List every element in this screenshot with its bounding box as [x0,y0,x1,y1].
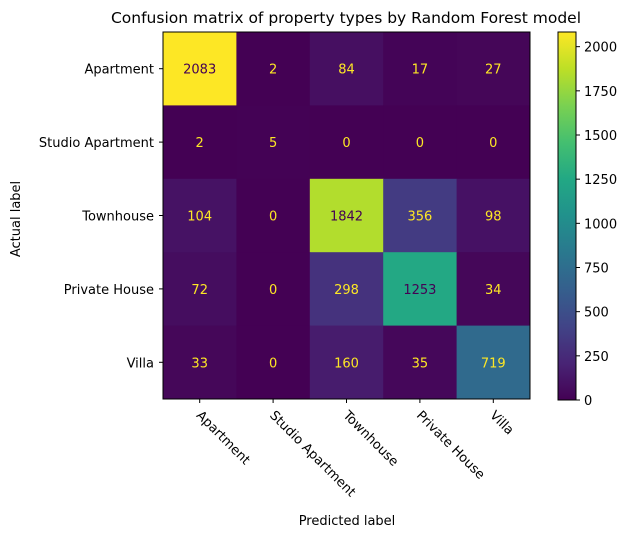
heatmap-cell [383,32,458,106]
cell-value-label: 72 [191,283,208,298]
cell-value-label: 298 [334,283,359,298]
cell-value-label: 98 [485,210,502,225]
heatmap-cell [383,105,458,180]
colorbar-tick-label: 500 [584,306,609,321]
cell-value-label: 0 [489,136,497,151]
y-tick-label: Studio Apartment [39,136,154,151]
heatmap-cell [383,325,458,400]
x-tick-label: Apartment [193,408,253,468]
cell-value-label: 0 [342,136,350,151]
heatmap-cell [309,252,384,327]
y-tick-label: Villa [127,356,154,371]
colorbar [558,32,576,400]
cell-value-label: 27 [485,63,502,78]
cell-value-label: 1842 [330,210,363,225]
heatmap-cell [236,178,311,253]
y-tick-label: Apartment [84,63,154,78]
y-tick-label: Townhouse [81,210,154,225]
colorbar-tick-label: 250 [584,350,609,365]
cell-value-label: 160 [334,356,359,371]
heatmap-cell [383,252,458,327]
heatmap-cell [163,32,237,106]
heatmap-cell [309,32,384,106]
cell-value-label: 0 [416,136,424,151]
heatmap-cell [383,178,458,253]
heatmap-grid: 2083 2 84 17 27 2 5 0 0 0 104 0 1842 356 98 72 0 298 1253 3… [163,32,531,400]
x-tick-label: Private House [413,408,487,482]
colorbar-tick-label: 2000 [584,41,617,56]
colorbar-axis: 0 250 500 750 1000 1250 1500 1750 2000 [576,41,617,409]
heatmap-cell [236,32,311,106]
colorbar-tick-label: 750 [584,261,609,276]
colorbar-tick-label: 0 [584,394,592,409]
heatmap-cell [456,32,531,106]
x-tick-label: Townhouse [339,408,401,470]
cell-value-label: 1253 [403,283,436,298]
colorbar-tick-label: 1250 [584,173,617,188]
cell-value-label: 35 [412,356,429,371]
heatmap-cell [163,178,237,253]
heatmap-cell [456,105,531,180]
heatmap-cell [309,325,384,400]
heatmap-cell [309,105,384,180]
chart-title: Confusion matrix of property types by Ra… [111,9,581,27]
heatmap-cell [236,105,311,180]
cell-value-label: 5 [269,136,277,151]
cell-value-label: 0 [269,356,277,371]
colorbar-frame [557,31,577,401]
cell-value-label: 719 [481,356,506,371]
heatmap-cell [163,325,237,400]
y-axis: Apartment Studio Apartment Townhouse Privat… [39,63,163,371]
cell-value-label: 84 [338,63,355,78]
heatmap-cell [236,325,311,400]
heatmap-cell [236,252,311,327]
heatmap-cell [163,252,237,327]
cell-value-label: 104 [187,210,212,225]
heatmap-cell [456,252,531,327]
cell-value-label: 33 [191,356,208,371]
y-tick-label: Private House [64,283,154,298]
colorbar-tick-label: 1000 [584,217,617,232]
cell-value-label: 2 [196,136,204,151]
colorbar-tick-label: 1500 [584,129,617,144]
x-axis-label: Predicted label [299,514,396,529]
cell-value-label: 34 [485,283,502,298]
heatmap-cell [309,178,384,253]
cell-value-label: 2083 [183,63,216,78]
heatmap-cell [456,325,531,400]
cell-value-label: 2 [269,63,277,78]
colorbar-tick-label: 1750 [584,85,617,100]
cell-value-label: 0 [269,283,277,298]
cell-value-label: 0 [269,210,277,225]
y-axis-label: Actual label [9,181,24,257]
cell-value-label: 17 [412,63,429,78]
heatmap-cell [456,178,531,253]
x-tick-label: Villa [486,408,516,438]
heatmap-cell [163,105,237,180]
cell-value-label: 356 [407,210,432,225]
